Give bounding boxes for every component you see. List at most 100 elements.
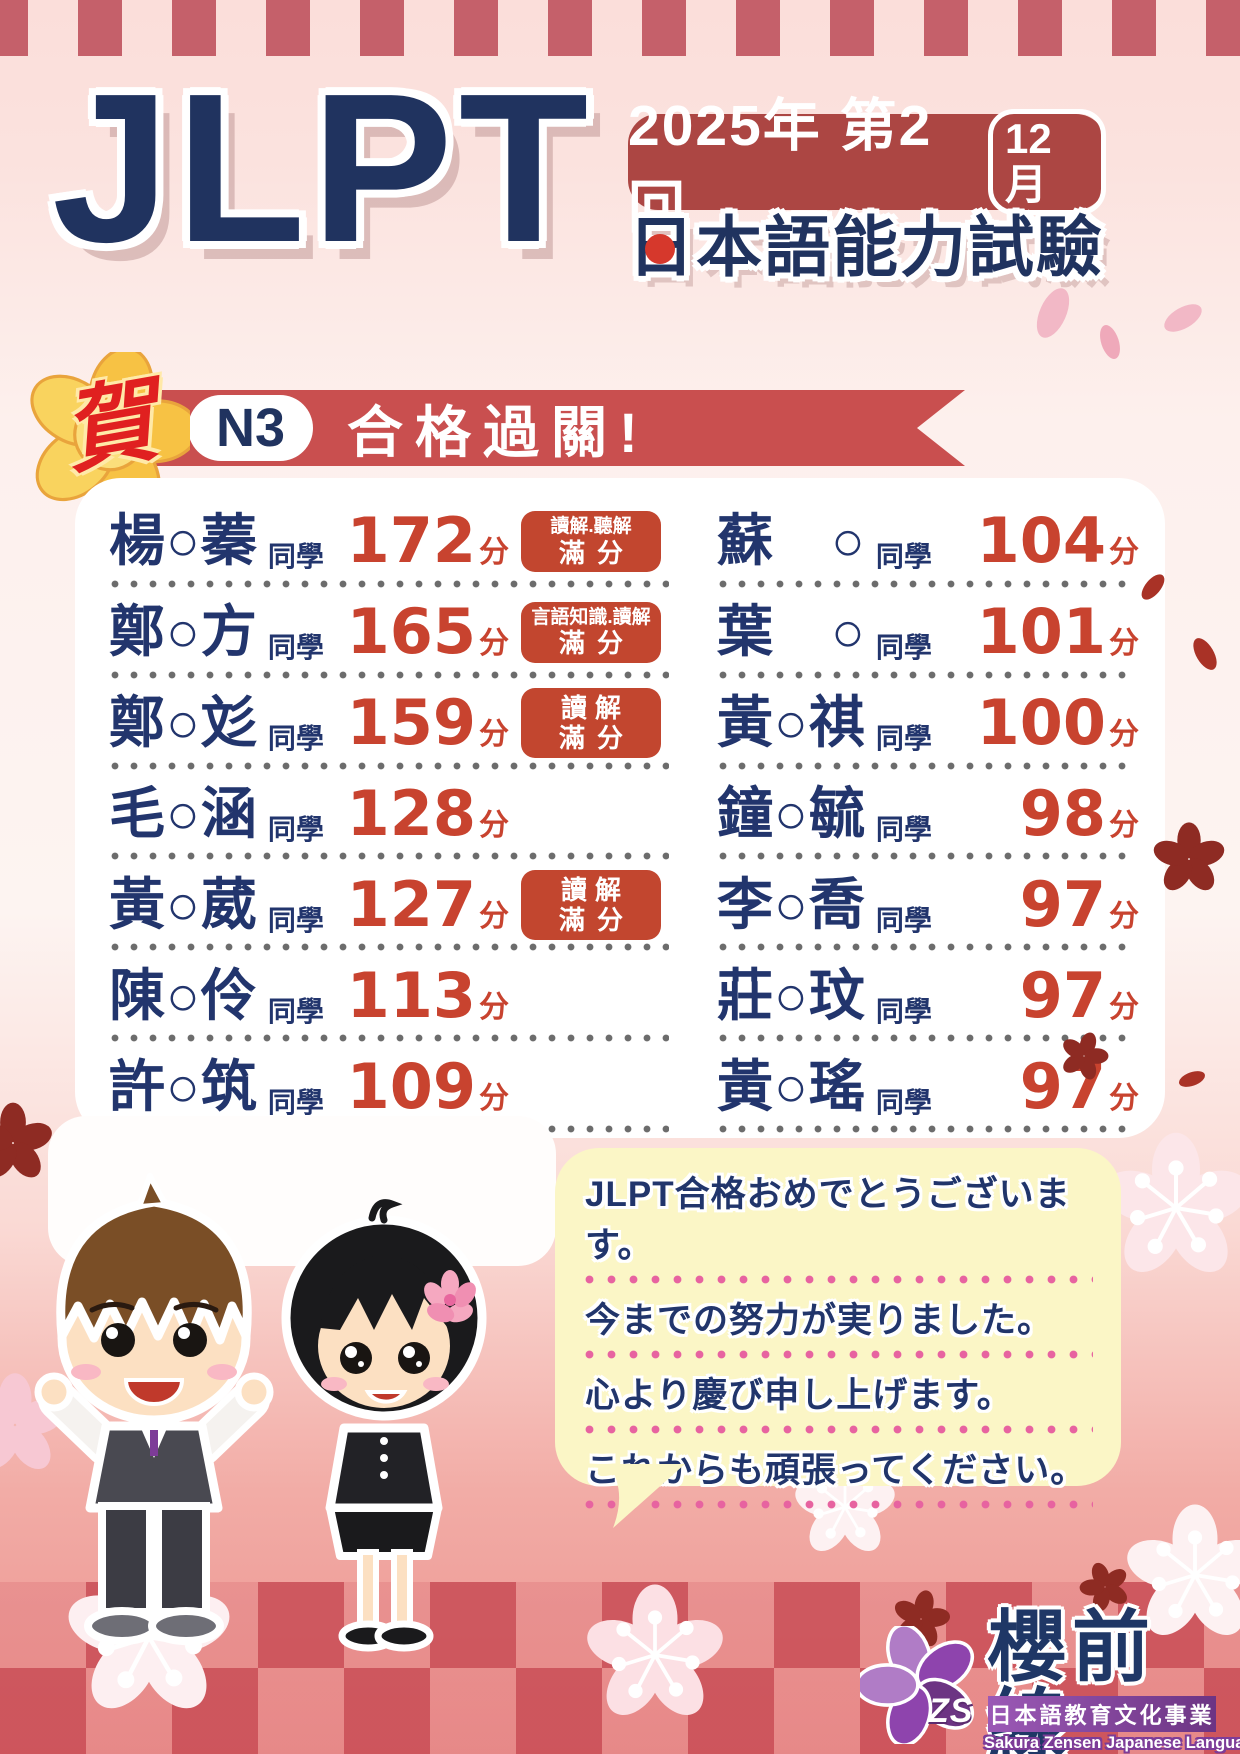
score: 172 分 — [347, 510, 509, 572]
result-row: 陳○伶 同學 113 分 — [109, 950, 671, 1043]
perfect-score-badge: 言語知識.讀解 滿分 — [521, 601, 661, 663]
sakura-petal-icon — [1172, 1062, 1212, 1096]
score: 100 分 — [977, 692, 1139, 754]
logo-name: 櫻前線 — [988, 1603, 1157, 1754]
month-badge: 12月 — [988, 108, 1106, 216]
score-unit: 分 — [479, 627, 509, 661]
girl-character — [281, 1199, 487, 1652]
session-pill: 2025年 第2回 12月 — [628, 94, 1106, 240]
japan-flag-dot-icon — [645, 234, 675, 264]
score-value: 97 — [1019, 958, 1106, 1032]
score: 97 分 — [1019, 958, 1139, 1032]
score: 98 分 — [1020, 783, 1139, 845]
score-value: 113 — [346, 958, 476, 1032]
student-suffix-label: 同學 — [875, 1086, 932, 1118]
result-row: 黃○葳 同學 127 分 讀解 滿分 — [109, 859, 671, 952]
result-row: 鄭○方 同學 165 分 言語知識.讀解 滿分 — [109, 587, 671, 679]
score: 113 分 — [346, 958, 509, 1032]
student-suffix-label: 同學 — [267, 632, 324, 664]
badge-perfect-label: 滿分 — [558, 537, 635, 568]
speech-bubble: JLPT合格おめでとうございます。 今までの努力が実りました。 心より慶び申し上… — [555, 1148, 1121, 1528]
student-name: 許○筑 — [109, 1054, 258, 1118]
stamp-character: 賀 — [55, 364, 165, 488]
student-name: 陳○伶 — [109, 963, 258, 1027]
logo-flower-icon — [860, 1626, 975, 1744]
score-value: 172 — [346, 504, 476, 578]
score-value: 97 — [1019, 867, 1106, 941]
score-value: 101 — [976, 595, 1106, 669]
school-logo: ZS 櫻前線 日本語教育文化事業 Sakura Zensen Japanese … — [790, 1603, 1240, 1754]
score: 165 分 — [347, 601, 509, 663]
bubble-line: 今までの努力が実りました。 — [583, 1284, 1095, 1359]
score-unit: 分 — [479, 1081, 509, 1115]
student-name: 毛○涵 — [109, 782, 258, 845]
student-name: 鐘○毓 — [717, 782, 866, 845]
score: 97 分 — [1019, 867, 1139, 941]
perfect-score-badge: 讀解.聽解 滿分 — [521, 510, 661, 573]
score: 159 分 — [347, 692, 509, 754]
result-row: 黃○祺 同學 100 分 — [717, 678, 1139, 770]
result-row: 莊○玟 同學 97 分 — [717, 950, 1139, 1043]
score-unit: 分 — [1109, 627, 1139, 661]
badge-slot: 讀解.聽解 滿分 — [521, 510, 671, 573]
sakura-petal-icon — [1089, 316, 1131, 367]
student-name: 蘇 ○ — [717, 509, 866, 573]
score-unit: 分 — [479, 536, 509, 570]
badge-perfect-label: 滿分 — [558, 905, 635, 936]
student-name: 莊○玟 — [717, 963, 866, 1027]
logo-division: 日本語教育文化事業 — [988, 1696, 1216, 1732]
congrats-message: 合格過關! — [347, 400, 650, 464]
score-value: 127 — [346, 867, 476, 941]
student-name: 黃○祺 — [717, 691, 866, 755]
student-suffix-label: 同學 — [875, 814, 932, 845]
logo-english: Sakura Zensen Japanese Language Educatio… — [984, 1734, 1240, 1752]
speech-bubble-tail — [609, 1464, 685, 1528]
score-unit: 分 — [1109, 809, 1139, 842]
student-suffix-label: 同學 — [875, 904, 932, 936]
subtitle-wrap: 日本語能力試驗 — [628, 214, 1104, 280]
page-title: JLPT — [52, 49, 595, 286]
score-unit: 分 — [1109, 536, 1139, 570]
sakura-petal-icon — [1151, 289, 1214, 346]
badge-subjects: 讀解 — [560, 693, 629, 724]
result-row: 葉 ○ 同學 101 分 — [717, 587, 1139, 679]
student-suffix-label: 同學 — [267, 541, 324, 573]
score-unit: 分 — [479, 990, 509, 1024]
student-suffix-label: 同學 — [267, 904, 324, 936]
badge-slot: 言語知識.讀解 滿分 — [521, 601, 671, 663]
student-suffix-label: 同學 — [875, 632, 932, 664]
congrats-ribbon: N3 合格過關! — [150, 390, 965, 466]
badge-subjects: 讀解.聽解 — [550, 515, 632, 537]
score-unit: 分 — [1109, 899, 1139, 933]
student-name: 鄭○彣 — [109, 691, 258, 755]
score: 104 分 — [977, 510, 1139, 572]
result-row: 李○喬 同學 97 分 — [717, 859, 1139, 952]
student-suffix-label: 同學 — [875, 541, 932, 573]
score-unit: 分 — [479, 718, 509, 752]
score-value: 100 — [976, 686, 1106, 760]
student-suffix-label: 同學 — [267, 1086, 324, 1118]
boy-character — [34, 1173, 274, 1645]
student-suffix-label: 同學 — [267, 814, 324, 845]
sakura-flower-icon — [1150, 820, 1228, 898]
score-value: 159 — [346, 686, 476, 760]
level-badge: N3 — [188, 395, 313, 462]
student-suffix-label: 同學 — [875, 723, 932, 755]
result-row: 鐘○毓 同學 98 分 — [717, 769, 1139, 861]
badge-perfect-label: 滿分 — [558, 628, 635, 659]
student-name: 黃○葳 — [109, 872, 258, 936]
student-suffix-label: 同學 — [267, 995, 324, 1027]
score-value: 104 — [976, 504, 1106, 578]
perfect-score-badge: 讀解 滿分 — [521, 688, 661, 759]
score-unit: 分 — [479, 809, 509, 842]
score: 109 分 — [347, 1055, 509, 1118]
session-label: 2025年 第2回 — [628, 94, 933, 240]
results-panel: 楊○蓁 同學 172 分 讀解.聽解 滿分 鄭○方 同學 165 分 言語知識.讀解滿… — [75, 478, 1165, 1138]
result-row: 黃○瑤 同學 97 分 — [717, 1041, 1139, 1133]
score: 128 分 — [347, 783, 509, 845]
bubble-line: JLPT合格おめでとうございます。 — [583, 1158, 1095, 1284]
sakura-petal-icon — [1181, 627, 1229, 680]
score-value: 128 — [346, 777, 476, 850]
top-stripe-banner — [0, 0, 1240, 56]
